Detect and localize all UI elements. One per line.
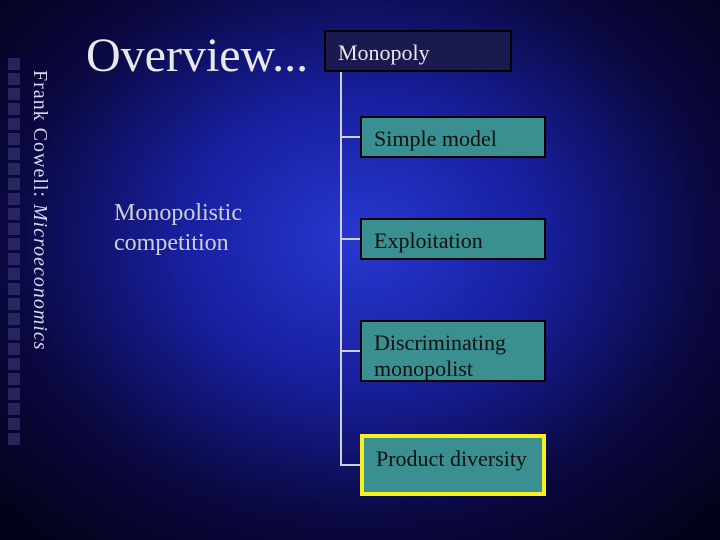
- tree-root-monopoly: Monopoly: [324, 30, 512, 72]
- tree-connector-h1: [340, 136, 360, 138]
- tree-node-simple-model: Simple model: [360, 116, 546, 158]
- tree-connector-h2: [340, 238, 360, 240]
- subtitle-line-1: Monopolistic: [114, 198, 242, 228]
- tree-node-product-diversity: Product diversity: [360, 434, 546, 496]
- sidebar-decorative-squares: [8, 58, 20, 445]
- author-name: Frank Cowell:: [29, 70, 51, 204]
- page-title: Overview...: [86, 28, 308, 83]
- section-subtitle: Monopolistic competition: [114, 198, 242, 258]
- tree-connector-vertical: [340, 72, 342, 466]
- tree-node-exploitation: Exploitation: [360, 218, 546, 260]
- tree-connector-h3: [340, 350, 360, 352]
- book-title: Microeconomics: [29, 204, 51, 351]
- author-label: Frank Cowell: Microeconomics: [28, 70, 51, 351]
- subtitle-line-2: competition: [114, 228, 242, 258]
- tree-connector-h4: [340, 464, 360, 466]
- tree-node-discriminating: Discriminating monopolist: [360, 320, 546, 382]
